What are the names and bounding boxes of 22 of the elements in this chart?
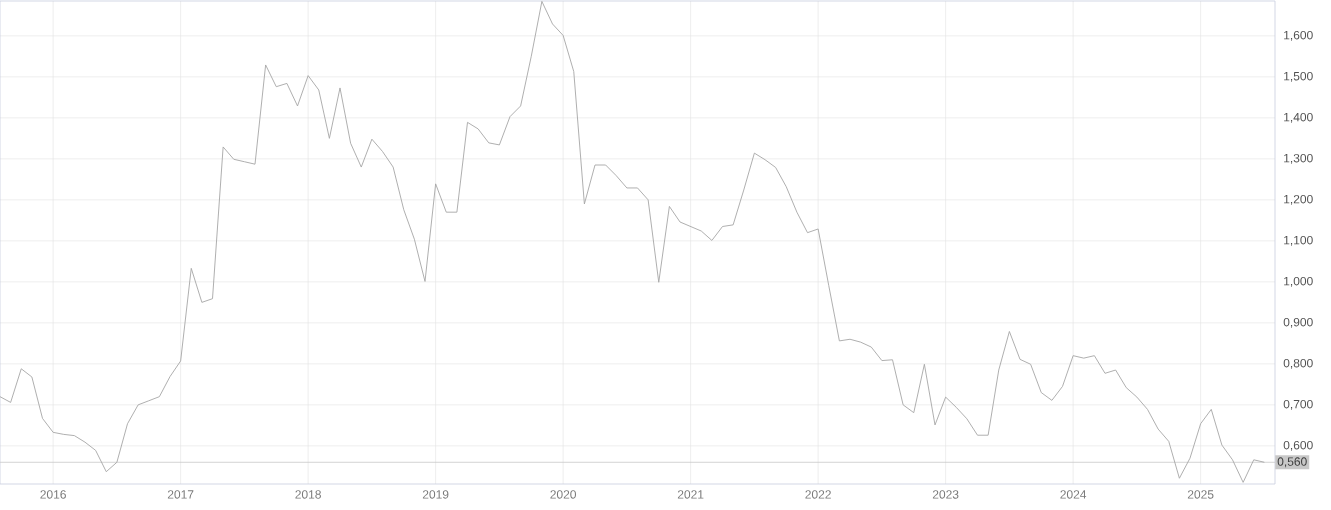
y-tick-label: 1,300 bbox=[1284, 153, 1313, 164]
x-tick-label: 2023 bbox=[932, 490, 959, 499]
x-tick-label: 2021 bbox=[677, 490, 704, 499]
y-tick-label: 0,600 bbox=[1283, 440, 1313, 451]
y-tick-label: 1,500 bbox=[1284, 71, 1313, 82]
x-tick-label: 2017 bbox=[167, 490, 194, 499]
y-tick-label: 1,400 bbox=[1284, 112, 1313, 123]
x-tick-label: 2025 bbox=[1187, 490, 1214, 499]
y-tick-label: 1,000 bbox=[1284, 276, 1313, 287]
ref-line-label: 0,560 bbox=[1277, 457, 1307, 468]
y-tick-label: 1,100 bbox=[1284, 235, 1313, 246]
y-tick-label: 0,700 bbox=[1283, 399, 1313, 410]
x-tick-label: 2018 bbox=[295, 490, 321, 499]
x-tick-label: 2020 bbox=[550, 490, 576, 499]
x-tick-label: 2024 bbox=[1060, 490, 1087, 499]
y-tick-label: 0,800 bbox=[1283, 358, 1313, 369]
y-tick-label: 0,900 bbox=[1283, 317, 1313, 328]
y-tick-label: 1,600 bbox=[1284, 30, 1313, 41]
x-tick-label: 2019 bbox=[422, 490, 449, 499]
x-tick-label: 2022 bbox=[805, 490, 831, 499]
y-tick-label: 1,200 bbox=[1284, 194, 1313, 205]
x-tick-label: 2016 bbox=[40, 490, 66, 499]
